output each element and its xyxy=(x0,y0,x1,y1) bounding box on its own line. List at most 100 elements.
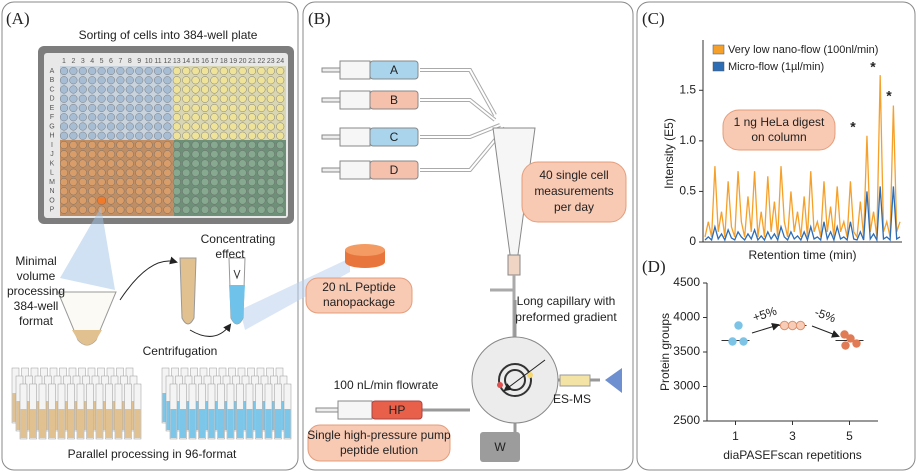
well xyxy=(98,104,106,112)
well xyxy=(276,160,284,168)
well xyxy=(154,76,162,84)
well xyxy=(145,160,153,168)
well xyxy=(229,169,237,177)
well xyxy=(145,150,153,158)
well xyxy=(192,206,200,214)
caption: format xyxy=(19,314,54,328)
well xyxy=(117,150,125,158)
well xyxy=(154,187,162,195)
well xyxy=(201,187,209,195)
valve xyxy=(472,337,558,423)
arrow xyxy=(190,325,230,336)
well xyxy=(154,169,162,177)
well xyxy=(229,132,237,140)
point xyxy=(780,321,788,329)
well xyxy=(117,160,125,168)
well xyxy=(248,169,256,177)
well xyxy=(107,67,115,75)
well xyxy=(60,95,68,103)
well xyxy=(145,95,153,103)
well xyxy=(248,206,256,214)
well xyxy=(211,67,219,75)
well xyxy=(154,104,162,112)
row-label: J xyxy=(50,151,54,158)
well xyxy=(79,178,87,186)
well xyxy=(79,67,87,75)
well xyxy=(70,132,78,140)
rack-tube-content xyxy=(247,409,253,438)
caption: effect xyxy=(215,247,245,261)
well xyxy=(258,160,266,168)
well xyxy=(154,95,162,103)
well xyxy=(117,206,125,214)
well xyxy=(258,206,266,214)
rack-tube-content xyxy=(116,409,122,438)
column-label: 22 xyxy=(258,58,266,65)
well xyxy=(70,197,78,205)
well xyxy=(135,132,143,140)
well xyxy=(117,141,125,149)
well xyxy=(60,76,68,84)
rack-tube-content xyxy=(68,409,74,438)
tubing xyxy=(420,70,505,170)
well xyxy=(135,113,143,121)
well xyxy=(126,95,134,103)
row-label: E xyxy=(50,105,55,112)
box-text: measurements xyxy=(534,184,613,198)
well xyxy=(173,76,181,84)
well xyxy=(267,104,275,112)
well xyxy=(229,150,237,158)
well xyxy=(276,150,284,158)
well xyxy=(79,113,87,121)
rack-tube-content xyxy=(190,409,196,438)
syringe-barrel xyxy=(338,401,372,419)
well xyxy=(192,178,200,186)
well xyxy=(229,178,237,186)
well xyxy=(211,76,219,84)
well xyxy=(258,150,266,158)
well xyxy=(192,86,200,94)
well xyxy=(117,187,125,195)
well xyxy=(154,206,162,214)
well xyxy=(70,150,78,158)
column-label: 24 xyxy=(276,58,284,65)
rack-tube-content xyxy=(266,409,272,438)
well xyxy=(70,67,78,75)
well xyxy=(239,178,247,186)
well xyxy=(79,76,87,84)
well xyxy=(201,141,209,149)
well xyxy=(220,169,228,177)
tube-content xyxy=(229,285,245,324)
well xyxy=(201,76,209,84)
well xyxy=(164,141,172,149)
well xyxy=(173,141,181,149)
box-text: peptide elution xyxy=(340,443,418,457)
panel-label: (B) xyxy=(308,9,331,28)
well xyxy=(211,104,219,112)
box-text: 40 single cell xyxy=(539,168,608,182)
well xyxy=(70,113,78,121)
well xyxy=(258,132,266,140)
well xyxy=(145,86,153,94)
well xyxy=(267,86,275,94)
well xyxy=(220,76,228,84)
well xyxy=(154,113,162,121)
well xyxy=(211,169,219,177)
well xyxy=(98,169,106,177)
well xyxy=(145,76,153,84)
well xyxy=(70,206,78,214)
well xyxy=(192,104,200,112)
y-axis-label: Protein groups xyxy=(658,313,672,391)
well xyxy=(88,113,96,121)
well xyxy=(220,150,228,158)
column-label: 18 xyxy=(220,58,228,65)
point xyxy=(728,337,736,345)
well xyxy=(182,76,190,84)
well xyxy=(276,141,284,149)
well xyxy=(70,160,78,168)
well xyxy=(211,95,219,103)
well xyxy=(182,86,190,94)
column-label: 3 xyxy=(81,58,85,65)
well xyxy=(267,123,275,131)
well xyxy=(192,67,200,75)
